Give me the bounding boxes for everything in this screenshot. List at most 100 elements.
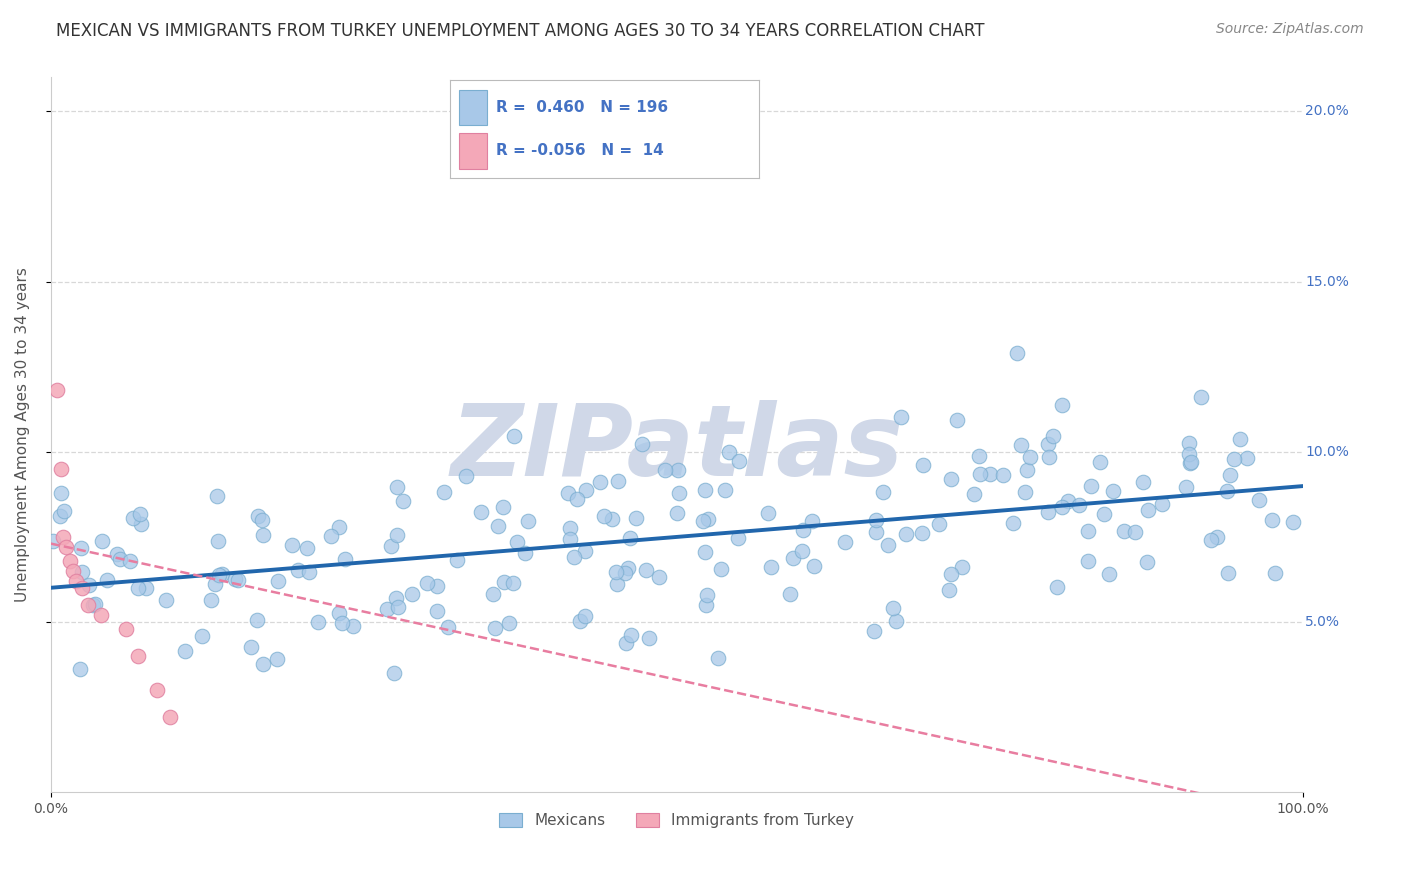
Point [872,485,894,500]
Point [1005,346,1028,360]
Point [1150,497,1173,511]
Point [77,578,100,592]
Point [710,562,733,576]
Text: 15.0%: 15.0% [1305,275,1350,289]
Point [252,657,274,672]
Point [484,621,506,635]
Point [506,534,529,549]
Point [1215,483,1237,498]
Point [1205,530,1227,544]
Point [385,591,408,606]
Point [938,583,960,598]
Point [498,616,520,631]
Point [1229,432,1251,446]
Point [1080,479,1102,493]
Point [77,598,100,612]
Point [330,615,353,630]
Point [385,527,408,541]
Point [1199,533,1222,548]
Point [120,554,142,568]
Y-axis label: Unemployment Among Ages 30 to 34 years: Unemployment Among Ages 30 to 34 years [15,268,30,602]
Point [387,599,409,614]
Point [1038,450,1060,464]
Point [1174,480,1197,494]
Point [492,574,515,589]
Point [696,588,718,602]
Point [574,608,596,623]
Point [1050,398,1073,412]
Point [1132,475,1154,489]
Point [1010,437,1032,451]
Point [146,682,169,697]
Point [62,564,84,578]
Point [84,597,107,611]
Point [41,533,63,548]
Point [159,710,181,724]
Point [790,544,813,558]
Point [1189,390,1212,404]
Point [69,541,91,555]
Point [69,662,91,676]
Point [433,485,456,500]
Point [666,463,689,477]
Point [877,538,900,552]
Legend: Mexicans, Immigrants from Turkey: Mexicans, Immigrants from Turkey [494,807,860,834]
Point [1260,513,1282,527]
Point [240,640,263,655]
Point [941,566,963,581]
Point [401,587,423,601]
Point [727,531,749,545]
Point [385,480,408,494]
Point [470,505,492,519]
Point [122,511,145,525]
Point [565,491,588,506]
Point [962,487,984,501]
Point [562,549,585,564]
Point [247,508,270,523]
Point [637,632,659,646]
Point [606,474,628,488]
Point [82,598,104,612]
Point [208,568,231,582]
Point [969,467,991,482]
Point [1178,456,1201,470]
Point [600,512,623,526]
Point [592,508,614,523]
Point [1057,494,1080,508]
Point [1137,503,1160,517]
Text: 20.0%: 20.0% [1305,104,1348,119]
Point [513,546,536,560]
Point [863,624,886,639]
Point [717,445,740,459]
Point [1123,525,1146,540]
Point [693,545,716,559]
Point [70,565,93,579]
Point [375,602,398,616]
Point [756,507,779,521]
Point [1236,451,1258,466]
Point [155,593,177,607]
Point [865,513,887,527]
Point [380,539,402,553]
Point [307,615,329,629]
Point [1042,429,1064,443]
Point [1102,484,1125,499]
Point [803,559,825,574]
Point [1218,566,1240,581]
Point [135,581,157,595]
Point [204,577,226,591]
Point [49,461,72,475]
Point [626,510,648,524]
Point [1098,567,1121,582]
Point [516,514,538,528]
Point [695,598,717,612]
Point [616,561,638,575]
Point [589,475,612,490]
Point [574,543,596,558]
Text: 5.0%: 5.0% [1305,615,1340,629]
Point [90,533,112,548]
Point [782,551,804,566]
Point [568,615,591,629]
Point [1050,500,1073,514]
Point [129,517,152,532]
